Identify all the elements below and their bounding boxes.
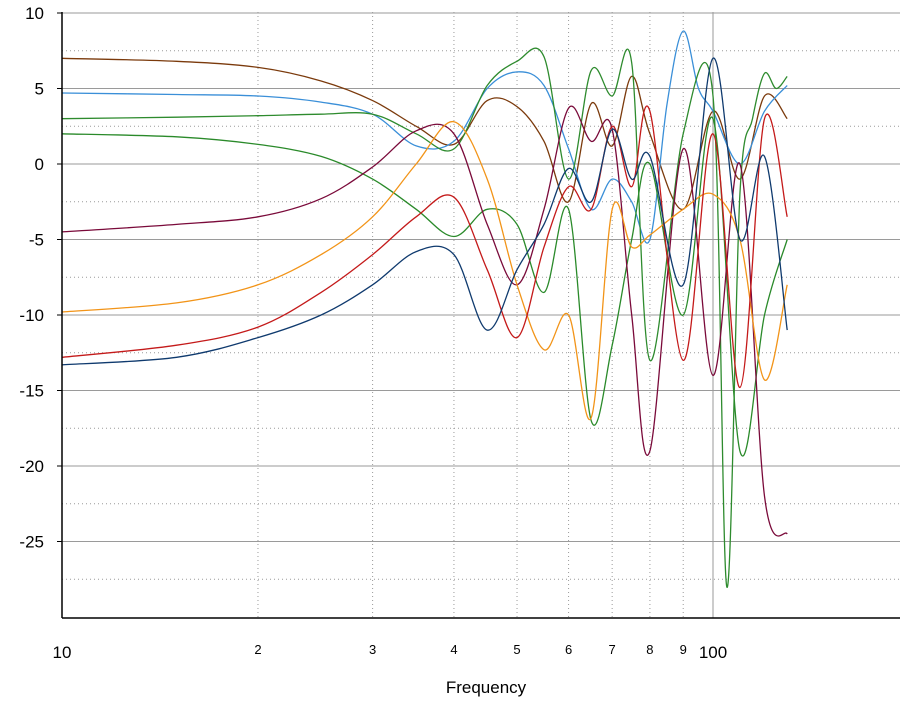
axes <box>57 12 900 619</box>
x-tick-label: 10 <box>53 643 72 662</box>
x-tick-label-minor: 7 <box>609 642 616 657</box>
series-line-5 <box>62 105 788 537</box>
x-axis-title: Frequency <box>446 678 527 697</box>
y-tick-label: 0 <box>35 155 44 174</box>
grid <box>62 12 900 618</box>
series-line-1 <box>62 57 788 210</box>
y-tick-label: -5 <box>29 231 44 250</box>
series-line-3 <box>62 47 788 588</box>
series-line-7 <box>62 105 788 389</box>
y-tick-label: -20 <box>19 457 44 476</box>
series-line-8 <box>62 57 788 366</box>
tick-labels: 10 5 0 -5 -10 -15 -20 -25 10 100 2 3 4 5 6 7 8 9 <box>19 4 727 662</box>
x-tick-label-minor: 6 <box>565 642 572 657</box>
x-tick-label-minor: 5 <box>513 642 520 657</box>
x-tick-label-minor: 4 <box>450 642 457 657</box>
x-tick-label: 100 <box>699 643 727 662</box>
series-group <box>62 30 788 588</box>
series-line-6 <box>62 121 788 421</box>
x-tick-label-minor: 2 <box>254 642 261 657</box>
x-tick-label-minor: 8 <box>646 642 653 657</box>
y-tick-label: -25 <box>19 533 44 552</box>
x-tick-label-minor: 3 <box>369 642 376 657</box>
y-tick-label: -15 <box>19 382 44 401</box>
y-tick-label: 5 <box>35 80 44 99</box>
y-tick-label: 10 <box>25 4 44 23</box>
y-tick-label: -10 <box>19 306 44 325</box>
x-tick-label-minor: 9 <box>680 642 687 657</box>
